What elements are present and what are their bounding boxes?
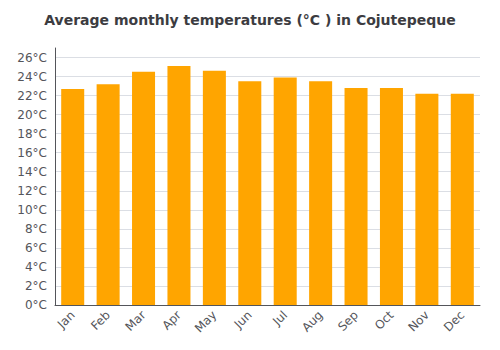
svg-text:May: May — [192, 308, 219, 335]
svg-text:Nov: Nov — [405, 308, 431, 334]
svg-text:22°C: 22°C — [17, 89, 47, 103]
svg-text:2°C: 2°C — [25, 279, 47, 293]
svg-text:Feb: Feb — [88, 308, 113, 333]
svg-text:16°C: 16°C — [17, 146, 47, 160]
svg-text:Mar: Mar — [123, 308, 149, 334]
svg-text:Apr: Apr — [159, 308, 184, 333]
svg-text:24°C: 24°C — [17, 70, 47, 84]
svg-text:Jun: Jun — [231, 308, 255, 332]
svg-text:8°C: 8°C — [25, 222, 47, 236]
svg-text:12°C: 12°C — [17, 184, 47, 198]
svg-text:18°C: 18°C — [17, 127, 47, 141]
svg-text:Jan: Jan — [54, 308, 78, 332]
svg-text:0°C: 0°C — [25, 298, 47, 312]
svg-text:20°C: 20°C — [17, 108, 47, 122]
svg-text:14°C: 14°C — [17, 165, 47, 179]
svg-text:Aug: Aug — [299, 308, 325, 334]
svg-text:26°C: 26°C — [17, 51, 47, 65]
svg-text:Oct: Oct — [372, 308, 397, 333]
svg-text:Jul: Jul — [269, 308, 290, 329]
svg-text:4°C: 4°C — [25, 260, 47, 274]
svg-text:10°C: 10°C — [17, 203, 47, 217]
svg-text:Average monthly temperatures (: Average monthly temperatures (°C ) in Co… — [44, 12, 456, 28]
svg-text:Sep: Sep — [335, 308, 361, 334]
svg-text:6°C: 6°C — [25, 241, 47, 255]
svg-text:Dec: Dec — [441, 308, 467, 334]
